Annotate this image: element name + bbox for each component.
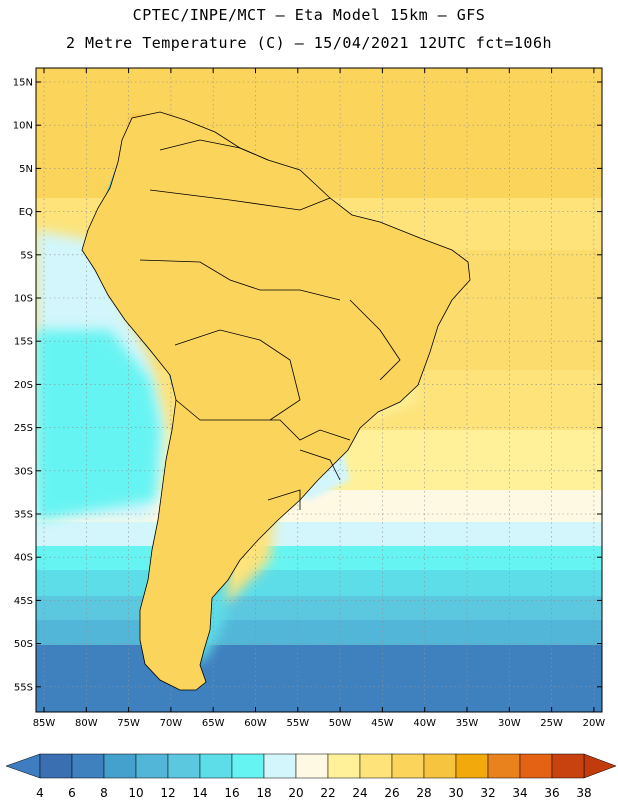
colorbar-segment — [199, 753, 233, 779]
border-north-brazil — [149, 189, 331, 211]
lat-tick-label: 20S — [14, 380, 33, 391]
colorbar-label: 22 — [320, 786, 335, 800]
border-brazil-states — [349, 299, 401, 381]
lon-tick-label: 45W — [371, 718, 394, 729]
ocean-band-6c — [36, 645, 602, 712]
lat-tick-label: 40S — [14, 553, 33, 564]
colorbar-segment — [487, 753, 521, 779]
colorbar-segment — [39, 753, 73, 779]
pacific-cold-zone — [36, 330, 160, 520]
lat-tick-label: 45S — [14, 596, 33, 607]
colorbar-label: 16 — [224, 786, 239, 800]
lon-tick-label: 30W — [498, 718, 521, 729]
colorbar-segment — [263, 753, 297, 779]
lat-tick-label: 55S — [14, 682, 33, 693]
lat-tick-label: 10N — [13, 121, 33, 132]
colorbar-segment — [551, 753, 585, 779]
colorbar-label: 20 — [288, 786, 303, 800]
lat-tick-label: 25S — [14, 423, 33, 434]
colorbar-segment — [327, 753, 361, 779]
colorbar-label: 32 — [480, 786, 495, 800]
colorbar-segment — [519, 753, 553, 779]
colorbar-low-arrow — [5, 753, 41, 779]
lat-tick-label: 30S — [14, 466, 33, 477]
colorbar-label: 4 — [36, 786, 44, 800]
border-chile-argentina-north — [175, 399, 240, 421]
border-peru-brazil — [139, 259, 341, 301]
colorbar-segment — [167, 753, 201, 779]
colorbar-label: 30 — [448, 786, 463, 800]
colorbar-segment — [71, 753, 105, 779]
colorbar-segment — [135, 753, 169, 779]
lat-tick-label: 5S — [20, 250, 33, 261]
colorbar-label: 10 — [128, 786, 143, 800]
colorbar: 4 6 8 10 12 14 16 18 20 22 24 26 28 30 32 34 36 38 — [5, 753, 617, 800]
lon-tick-label: 40W — [413, 718, 436, 729]
border-bolivia — [174, 329, 301, 421]
axis-ticks: 15N 10N 5N EQ 5S 10S 15S 20S 25S 30S 35S 40S 45S 50S 5… — [13, 68, 606, 729]
border-paraguay — [240, 419, 351, 441]
colorbar-label: 12 — [160, 786, 175, 800]
lon-tick-label: 60W — [244, 718, 267, 729]
lat-tick-label: 10S — [14, 294, 33, 305]
colorbar-label: 38 — [576, 786, 591, 800]
colorbar-segment — [103, 753, 137, 779]
lat-tick-label: 15N — [13, 78, 33, 89]
colorbar-label: 26 — [384, 786, 399, 800]
lon-tick-label: 70W — [160, 718, 183, 729]
lat-tick-label: 50S — [14, 639, 33, 650]
lat-tick-label: 5N — [19, 164, 33, 175]
colorbar-segment — [231, 753, 265, 779]
colorbar-label: 6 — [68, 786, 76, 800]
lon-tick-label: 35W — [456, 718, 479, 729]
border-rio-plata — [267, 489, 301, 510]
lon-tick-label: 55W — [286, 718, 309, 729]
border-uruguay — [299, 449, 341, 481]
colorbar-high-arrow — [583, 753, 617, 779]
colorbar-label: 18 — [256, 786, 271, 800]
ocean-band-14c — [36, 570, 602, 600]
map-title-line-2: 2 Metre Temperature (C) – 15/04/2021 12U… — [65, 34, 553, 52]
map-frame — [35, 67, 603, 713]
lon-tick-label: 25W — [540, 718, 563, 729]
lon-tick-label: 20W — [583, 718, 606, 729]
lon-tick-label: 65W — [202, 718, 225, 729]
lon-tick-label: 50W — [329, 718, 352, 729]
colorbar-segment — [423, 753, 457, 779]
colorbar-segment — [391, 753, 425, 779]
colorbar-label: 14 — [192, 786, 207, 800]
colorbar-label: 8 — [100, 786, 108, 800]
colorbar-label: 28 — [416, 786, 431, 800]
colorbar-segment — [455, 753, 489, 779]
lat-tick-label: 35S — [14, 510, 33, 521]
map-title-line-1: CPTEC/INPE/MCT – Eta Model 15km – GFS — [132, 6, 486, 24]
colorbar-label: 24 — [352, 786, 367, 800]
border-venezuela — [159, 139, 269, 161]
lat-tick-label: EQ — [19, 207, 33, 218]
colorbar-label: 34 — [512, 786, 527, 800]
colorbar-segment — [295, 753, 329, 779]
lon-tick-label: 75W — [117, 718, 140, 729]
colorbar-segment — [359, 753, 393, 779]
lon-tick-label: 85W — [33, 718, 56, 729]
coastline-and-borders — [81, 111, 471, 691]
lon-tick-label: 80W — [75, 718, 98, 729]
lat-tick-label: 15S — [14, 337, 33, 348]
colorbar-label: 36 — [544, 786, 559, 800]
